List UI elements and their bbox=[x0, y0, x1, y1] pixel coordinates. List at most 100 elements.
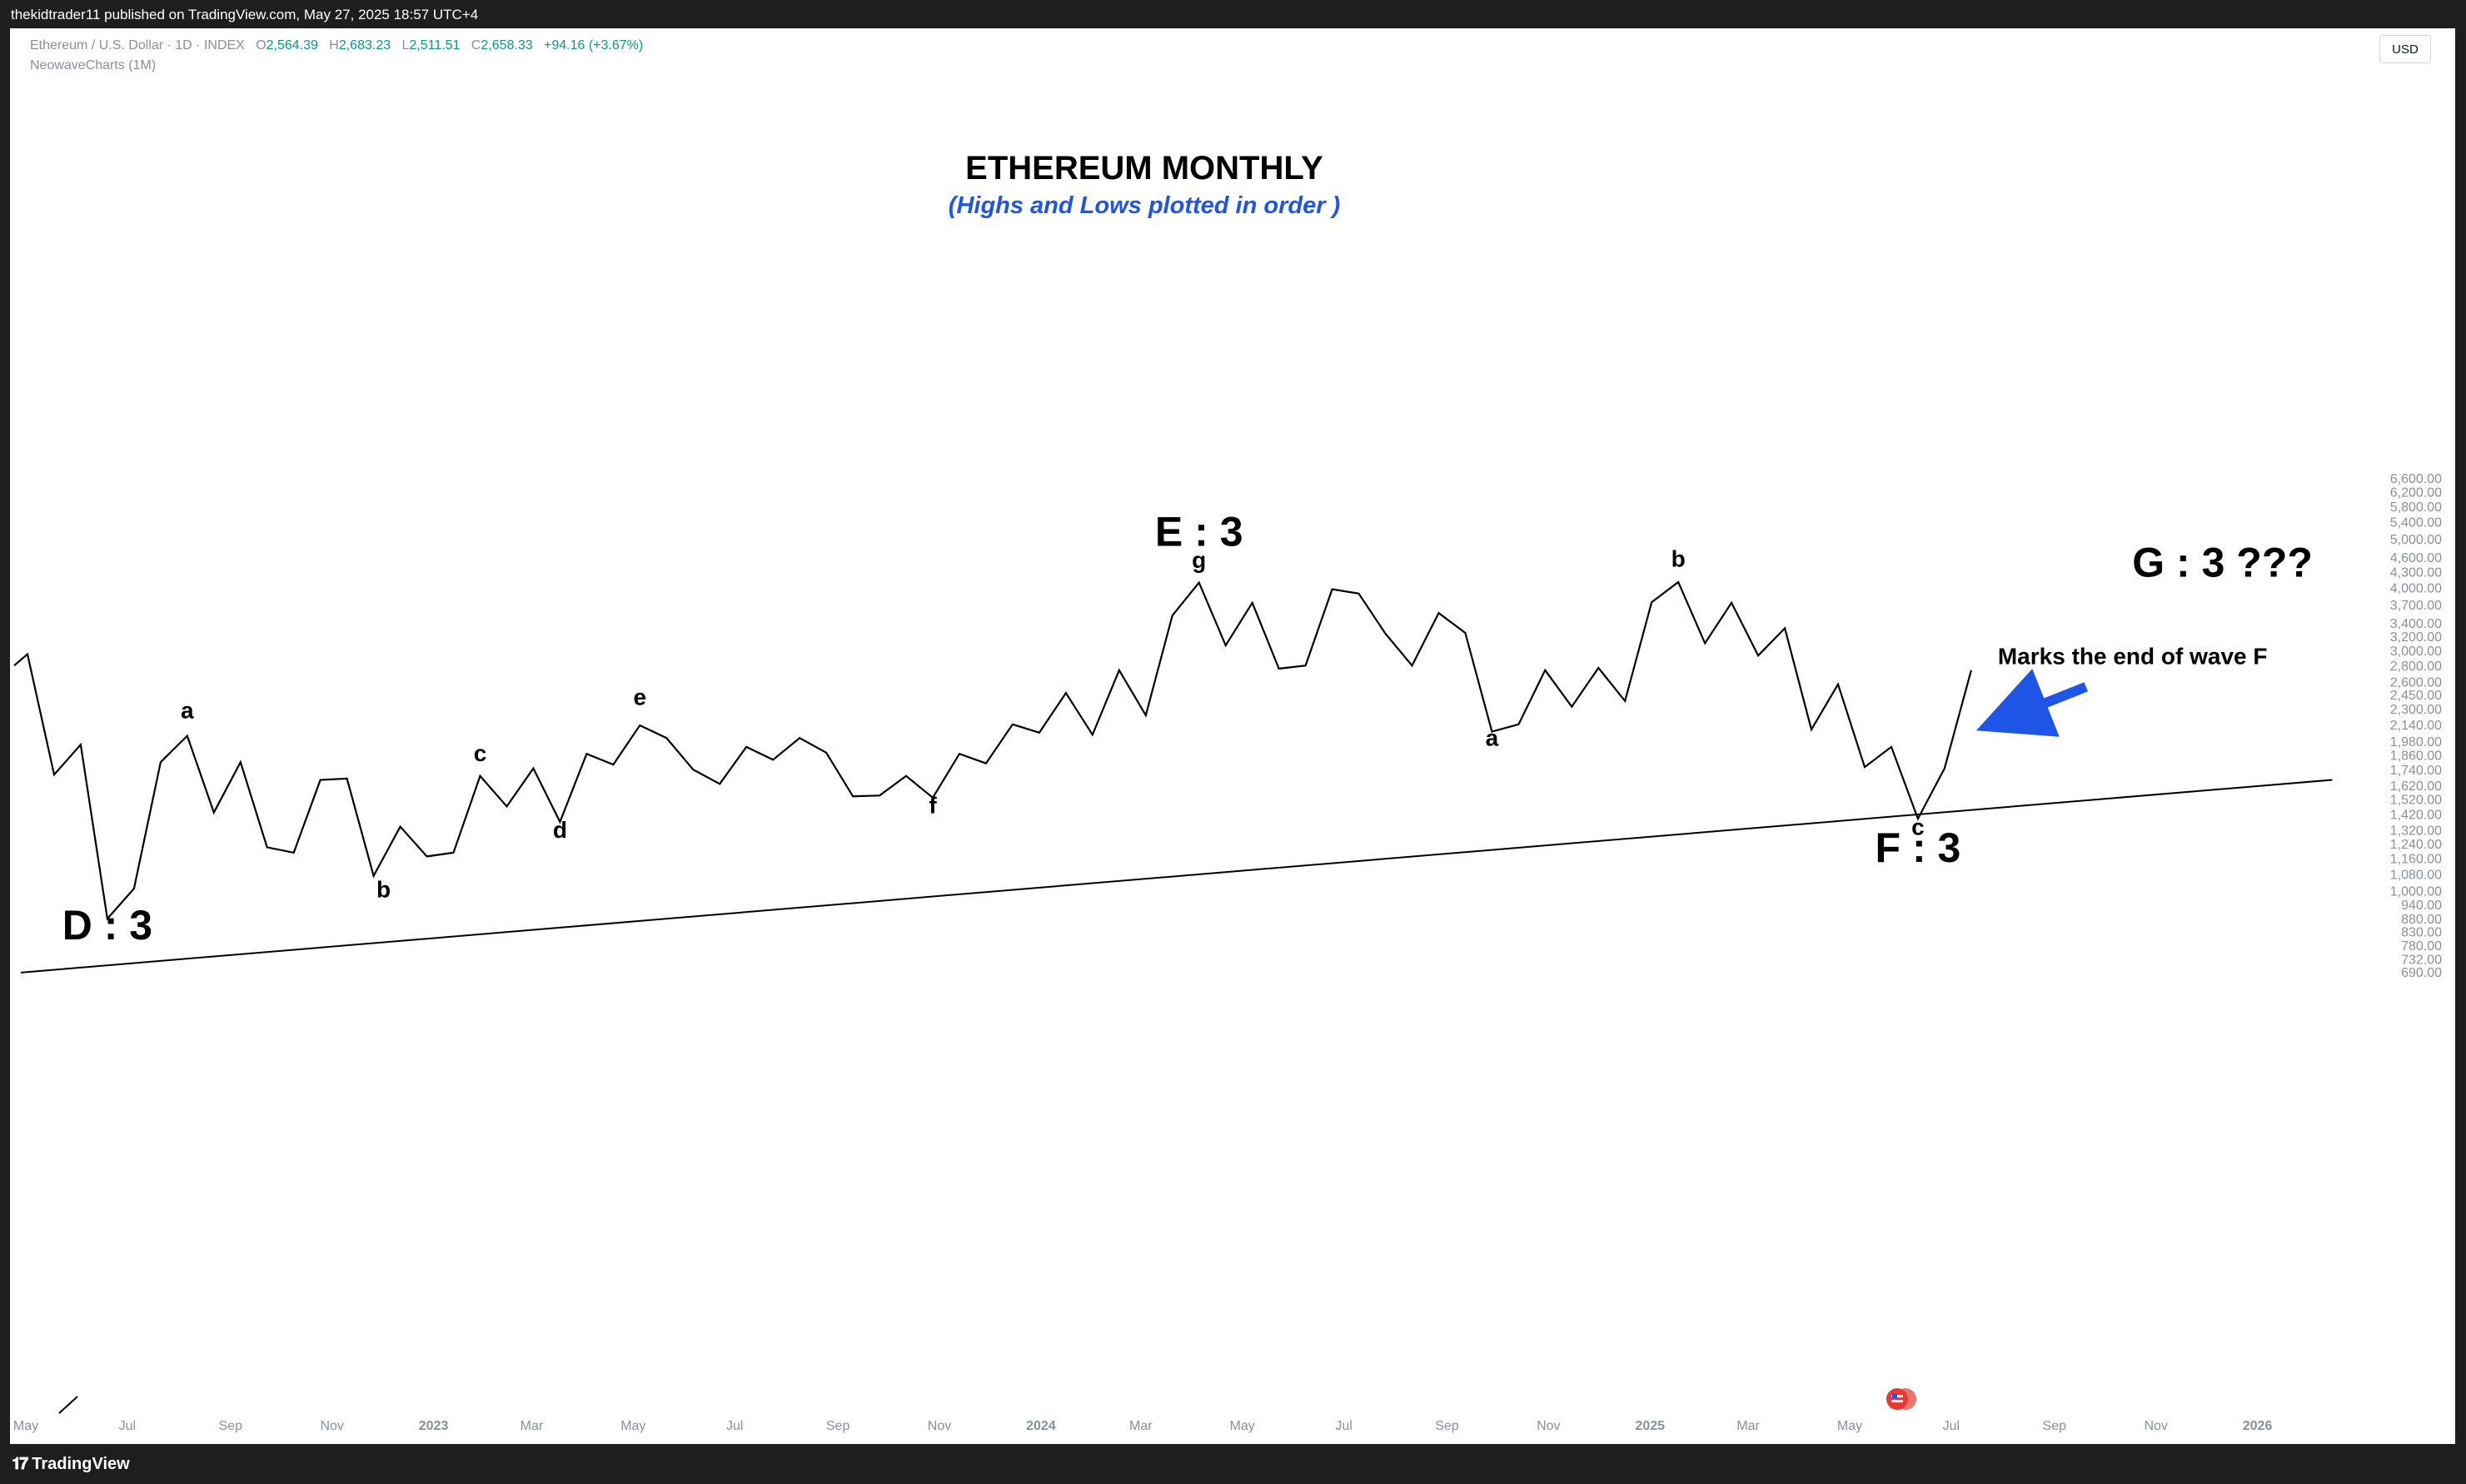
wave-label: c bbox=[1911, 814, 1925, 840]
x-tick-label: Sep bbox=[826, 1419, 850, 1433]
high-value: 2,683.23 bbox=[338, 38, 391, 52]
x-tick-label: 2024 bbox=[1026, 1419, 1056, 1433]
wave-label: F : 3 bbox=[1876, 824, 1961, 871]
low-label: L bbox=[401, 38, 410, 52]
currency-label: USD bbox=[2392, 42, 2419, 57]
y-tick-label: 1,000.00 bbox=[2390, 885, 2442, 899]
y-tick-label: 6,200.00 bbox=[2390, 486, 2442, 500]
y-tick-label: 2,450.00 bbox=[2390, 689, 2442, 703]
y-tick-label: 1,980.00 bbox=[2390, 735, 2442, 749]
close-label: C bbox=[471, 38, 481, 52]
wave-label: D : 3 bbox=[62, 902, 152, 949]
price-line[interactable] bbox=[13, 580, 1972, 921]
publisher-bar: thekidtrader11 published on TradingView.… bbox=[0, 0, 2466, 28]
change-value: +94.16 (+3.67%) bbox=[543, 38, 644, 52]
y-tick-label: 1,740.00 bbox=[2390, 764, 2442, 778]
y-tick-label: 880.00 bbox=[2401, 913, 2442, 927]
x-tick-label: Nov bbox=[2144, 1419, 2167, 1433]
arrow-layer bbox=[1975, 669, 2088, 737]
y-tick-label: 780.00 bbox=[2401, 939, 2442, 954]
ohlc-legend: Ethereum / U.S. Dollar · 1D · INDEX O2,5… bbox=[30, 38, 643, 53]
y-tick-label: 1,420.00 bbox=[2390, 808, 2442, 822]
y-tick-label: 1,860.00 bbox=[2390, 749, 2442, 764]
x-tick-label: Sep bbox=[2043, 1419, 2067, 1433]
x-tick-label: Jul bbox=[726, 1419, 743, 1433]
chart-subtitle: (Highs and Lows plotted in order ) bbox=[949, 192, 1340, 219]
x-tick-label: Jul bbox=[1335, 1419, 1352, 1433]
tradingview-logo[interactable]: 𝟏𝟕 TradingView bbox=[12, 1455, 130, 1474]
wave-label: f bbox=[929, 793, 937, 819]
footer-bar: 𝟏𝟕 TradingView bbox=[0, 1444, 2466, 1484]
low-value: 2,511.51 bbox=[409, 38, 461, 52]
x-tick-label: Nov bbox=[1537, 1419, 1560, 1433]
x-tick-label: Mar bbox=[521, 1419, 544, 1433]
wave-label: c bbox=[474, 740, 487, 766]
y-tick-label: 4,300.00 bbox=[2390, 565, 2442, 580]
x-tick-label: Sep bbox=[1435, 1419, 1459, 1433]
chart-title: ETHEREUM MONTHLY bbox=[965, 150, 1323, 187]
chart-area[interactable]: Ethereum / U.S. Dollar · 1D · INDEX O2,5… bbox=[10, 28, 2455, 1444]
y-tick-label: 4,000.00 bbox=[2390, 581, 2442, 595]
currency-button[interactable]: USD bbox=[2379, 35, 2431, 63]
y-tick-label: 2,600.00 bbox=[2390, 676, 2442, 690]
wave-label: g bbox=[1192, 547, 1206, 573]
y-tick-label: 3,400.00 bbox=[2390, 617, 2442, 631]
indicator-label: NeowaveCharts (1M) bbox=[30, 58, 157, 72]
trendline-handle[interactable] bbox=[58, 1396, 78, 1414]
symbol-label: Ethereum / U.S. Dollar · 1D · INDEX bbox=[30, 38, 245, 52]
annotation-arrow-icon[interactable] bbox=[1975, 669, 2088, 737]
x-tick-label: Mar bbox=[1129, 1419, 1153, 1433]
wave-label: b bbox=[1671, 545, 1686, 571]
y-tick-label: 1,620.00 bbox=[2390, 779, 2442, 794]
flag-icon[interactable] bbox=[1886, 1388, 1916, 1410]
y-tick-label: 5,000.00 bbox=[2390, 533, 2442, 547]
y-tick-label: 4,600.00 bbox=[2390, 551, 2442, 565]
y-tick-label: 732.00 bbox=[2401, 954, 2442, 968]
y-tick-label: 5,800.00 bbox=[2390, 500, 2442, 515]
trendline-layer bbox=[20, 779, 2333, 1414]
publisher-text: thekidtrader11 published on TradingView.… bbox=[11, 7, 479, 22]
wave-label: e bbox=[634, 684, 647, 710]
indicator-legend[interactable]: NeowaveCharts (1M) bbox=[30, 58, 156, 73]
wave-label: G : 3 ??? bbox=[2132, 540, 2313, 586]
x-tick-label: Mar bbox=[1736, 1419, 1760, 1433]
y-tick-label: 690.00 bbox=[2401, 966, 2442, 980]
x-tick-label: Sep bbox=[219, 1419, 243, 1433]
x-tick-label: Jul bbox=[119, 1419, 136, 1433]
tradingview-mark-icon: 𝟏𝟕 bbox=[12, 1455, 28, 1473]
x-tick-label: May bbox=[1837, 1419, 1862, 1433]
wave-label: E : 3 bbox=[1155, 508, 1243, 555]
x-tick-label: 2025 bbox=[1635, 1419, 1665, 1433]
series-layer bbox=[13, 580, 1972, 921]
y-axis[interactable]: 6,600.006,200.005,800.005,400.00 5,000.00… bbox=[2390, 472, 2442, 980]
support-trendline[interactable] bbox=[20, 779, 2333, 974]
y-tick-label: 1,520.00 bbox=[2390, 794, 2442, 808]
price-chart: ETHEREUM MONTHLY (Highs and Lows plotted… bbox=[13, 150, 2442, 1433]
open-value: 2,564.39 bbox=[266, 38, 318, 52]
x-tick-label: May bbox=[13, 1419, 38, 1433]
y-tick-label: 3,000.00 bbox=[2390, 645, 2442, 659]
x-tick-label: 2026 bbox=[2243, 1419, 2273, 1433]
y-tick-label: 830.00 bbox=[2401, 926, 2442, 940]
y-tick-label: 2,300.00 bbox=[2390, 703, 2442, 717]
tradingview-brand: TradingView bbox=[32, 1455, 130, 1473]
x-tick-label: Nov bbox=[928, 1419, 951, 1433]
y-tick-label: 1,320.00 bbox=[2390, 824, 2442, 839]
x-tick-label: Jul bbox=[1943, 1419, 1960, 1433]
wave-label: Marks the end of wave F bbox=[1998, 643, 2268, 669]
y-tick-label: 6,600.00 bbox=[2390, 472, 2442, 486]
x-tick-label: 2023 bbox=[419, 1419, 449, 1433]
y-tick-label: 5,400.00 bbox=[2390, 516, 2442, 530]
close-value: 2,658.33 bbox=[481, 38, 533, 52]
wave-label: d bbox=[553, 817, 567, 843]
y-tick-label: 2,140.00 bbox=[2390, 719, 2442, 733]
x-axis[interactable]: May Jul Sep Nov 2023 Mar May Jul Sep Nov 2024 Mar Ma… bbox=[13, 1419, 2273, 1433]
x-tick-label: Nov bbox=[320, 1419, 343, 1433]
y-tick-label: 3,700.00 bbox=[2390, 599, 2442, 613]
y-tick-label: 3,200.00 bbox=[2390, 630, 2442, 645]
y-tick-label: 940.00 bbox=[2401, 899, 2442, 913]
y-tick-label: 1,160.00 bbox=[2390, 853, 2442, 867]
y-tick-label: 1,080.00 bbox=[2390, 868, 2442, 882]
high-label: H bbox=[329, 38, 339, 52]
